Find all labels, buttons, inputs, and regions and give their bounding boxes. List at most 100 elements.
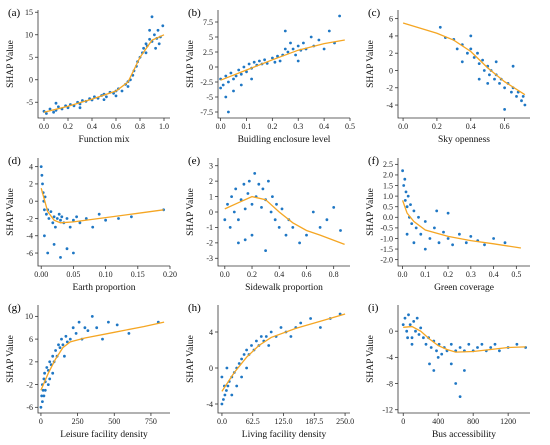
data-point	[45, 112, 48, 115]
x-axis-label: Sidewalk proportion	[245, 283, 323, 293]
data-point	[435, 209, 439, 213]
data-point	[294, 53, 297, 57]
data-point	[488, 73, 491, 77]
data-point	[61, 343, 65, 347]
data-point	[225, 366, 229, 370]
data-point	[417, 215, 420, 219]
data-point	[429, 346, 433, 349]
data-point	[481, 58, 484, 62]
data-point	[49, 210, 53, 214]
data-point	[267, 179, 270, 183]
data-point	[449, 342, 453, 346]
data-point	[442, 230, 445, 234]
data-point	[412, 209, 416, 213]
data-point	[277, 226, 281, 229]
data-point	[332, 206, 336, 209]
panel-f: 0.0 0.1 0.2 0.3 0.4 0.5-2.0-1.5-1.0-0.50.00.5…	[366, 155, 530, 293]
y-tick-label: -7.5	[200, 108, 213, 117]
data-point	[410, 222, 414, 226]
data-point	[317, 38, 321, 42]
data-point	[227, 80, 230, 84]
x-axis-label: Sky openness	[438, 135, 490, 145]
y-tick-label: -2	[386, 84, 393, 93]
x-tick-label: 0.5	[511, 270, 521, 279]
axes-frame	[217, 158, 350, 267]
data-point	[130, 215, 133, 219]
data-point	[279, 326, 283, 329]
data-point	[47, 217, 51, 220]
data-point	[242, 65, 246, 69]
fit-line	[403, 325, 526, 353]
data-point	[48, 360, 52, 364]
data-point	[271, 56, 274, 60]
data-point	[84, 217, 88, 220]
data-point	[223, 393, 227, 397]
y-tick-label: -4	[26, 232, 33, 241]
x-tick-label: 0.4	[466, 122, 476, 131]
y-axis-label: SHAP Value	[186, 188, 196, 236]
axes-frame	[217, 305, 350, 414]
data-point	[161, 24, 165, 28]
data-point	[403, 199, 407, 202]
data-point	[52, 243, 56, 246]
data-point	[43, 371, 46, 375]
data-point	[405, 205, 409, 209]
data-point	[60, 337, 63, 341]
data-point	[72, 218, 75, 222]
y-tick-label: 0	[389, 66, 393, 75]
data-point	[63, 354, 66, 358]
data-point	[296, 59, 300, 63]
data-point	[286, 50, 290, 54]
data-point	[58, 346, 62, 349]
data-point	[493, 77, 496, 81]
data-point	[440, 352, 444, 356]
data-point	[230, 195, 234, 199]
x-tick-label: 0.2	[267, 122, 277, 131]
data-point	[51, 371, 55, 375]
panel-letter: (b)	[188, 7, 201, 19]
panel-c: 0.0 0.2 0.4 0.6 -4 -2 0 2 4 6 Sky openness SHAP Val…	[366, 7, 530, 145]
data-point	[222, 398, 225, 401]
data-point	[260, 206, 263, 209]
y-tick-label: 15	[25, 8, 33, 17]
data-point	[237, 362, 241, 365]
x-tick-label: 0.8	[329, 270, 339, 279]
data-point	[296, 44, 300, 48]
data-point	[142, 46, 146, 50]
axes-frame	[397, 10, 530, 119]
y-tick-label: -2	[206, 239, 213, 248]
data-point	[237, 218, 240, 222]
data-point	[503, 241, 507, 245]
x-tick-label: 250.0	[336, 417, 354, 426]
panel-letter: (f)	[368, 155, 379, 167]
panel-letter: (h)	[188, 302, 201, 314]
x-tick-label: 1200	[500, 417, 516, 426]
y-tick-label: -3	[206, 254, 213, 263]
x-tick-label: 0.2	[63, 122, 73, 131]
x-axis-label: Living facility density	[242, 429, 327, 440]
data-point	[243, 207, 247, 211]
data-point	[273, 60, 277, 64]
data-point	[102, 98, 106, 101]
data-point	[264, 335, 268, 338]
data-point	[271, 195, 274, 199]
data-point	[245, 348, 249, 352]
x-tick-label: 750	[145, 417, 157, 426]
data-point	[225, 389, 228, 392]
data-point	[250, 77, 254, 81]
y-tick-label: -4	[386, 101, 393, 110]
x-tick-label: 1.0	[159, 122, 169, 131]
data-point	[42, 377, 46, 381]
panel-b: 0.0 0.1 0.2 0.3 0.4 0.5 -7.5 -5 -2.5 0 2.5 5 7.5 Buid…	[186, 7, 355, 145]
x-tick-label: 0.20	[163, 270, 177, 279]
data-point	[60, 215, 64, 219]
data-point	[433, 226, 436, 230]
data-point	[40, 173, 44, 177]
y-axis-label: SHAP Value	[366, 335, 376, 383]
data-point	[469, 47, 473, 51]
data-point	[54, 349, 57, 352]
data-point	[64, 334, 68, 338]
data-point	[41, 400, 44, 403]
data-point	[477, 77, 481, 81]
x-tick-label: 125.0	[275, 417, 293, 426]
